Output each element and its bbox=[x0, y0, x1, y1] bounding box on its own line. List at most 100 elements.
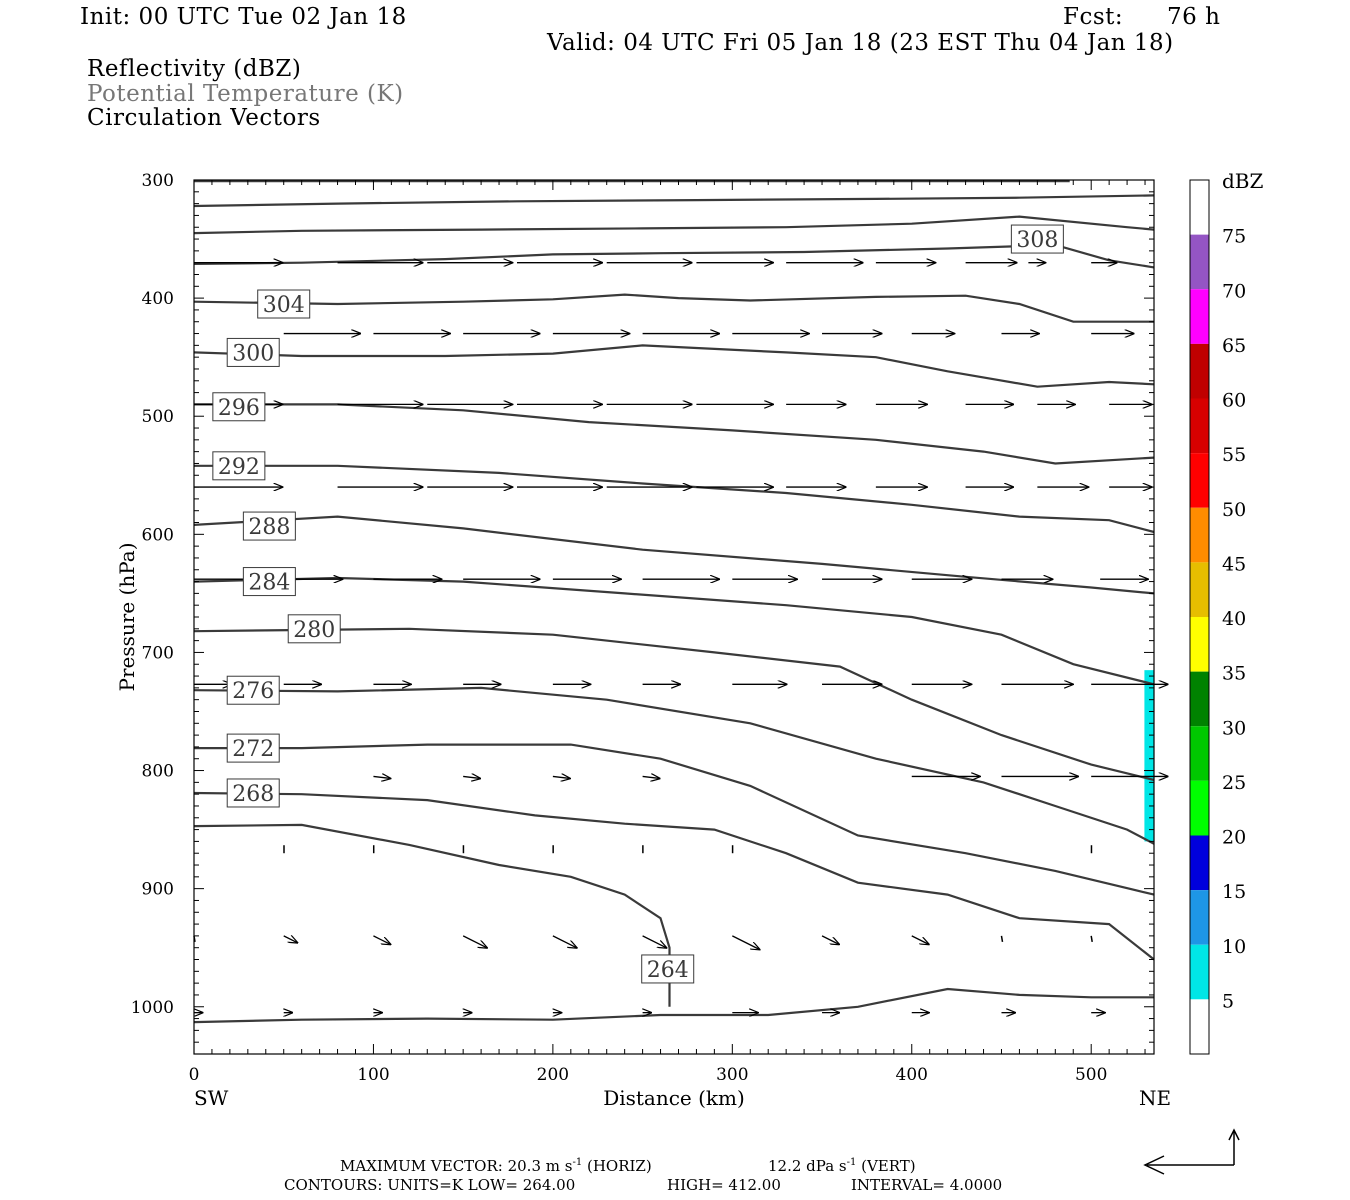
colorbar-label: 15 bbox=[1222, 881, 1246, 903]
reference-vector-icon bbox=[1143, 1128, 1240, 1175]
theta-contour-268 bbox=[193, 791, 1155, 961]
contour-label-304: 304 bbox=[257, 289, 311, 319]
circulation-vector bbox=[642, 776, 660, 778]
colorbar-segment bbox=[1190, 944, 1209, 1000]
colorbar-segment bbox=[1190, 343, 1209, 399]
colorbar-label: 75 bbox=[1222, 226, 1246, 248]
colorbar-label: 35 bbox=[1222, 663, 1246, 685]
contour-label-292: 292 bbox=[212, 451, 266, 481]
contour-label-box bbox=[242, 511, 296, 541]
contour-label-308: 308 bbox=[1010, 224, 1064, 254]
colorbar-segment bbox=[1190, 671, 1209, 727]
colorbar-segment bbox=[1190, 890, 1209, 945]
colorbar-label: 50 bbox=[1222, 499, 1246, 521]
y-tick-label: 1000 bbox=[131, 998, 174, 1018]
contour-label-264: 264 bbox=[641, 954, 695, 984]
contour-label-284: 284 bbox=[242, 567, 296, 597]
circulation-vector-layer bbox=[193, 263, 1168, 1013]
contour-label-text: 264 bbox=[647, 958, 689, 983]
circulation-vector bbox=[373, 935, 390, 945]
contour-info-high: HIGH= 412.00 bbox=[667, 1176, 781, 1194]
theta-contour-300 bbox=[193, 344, 1155, 388]
contour-label-box bbox=[212, 392, 266, 422]
colorbar-segment bbox=[1190, 562, 1209, 617]
contour-label-text: 268 bbox=[232, 782, 274, 807]
dbz-colorbar: 5 10 15 20 25 30 35 40 45 50 55 60 65 70 75 bbox=[1189, 179, 1246, 1055]
colorbar-label: 60 bbox=[1222, 390, 1246, 412]
forecast-hour: 76 h bbox=[1167, 4, 1221, 30]
contour-info-interval: INTERVAL= 4.0000 bbox=[851, 1176, 1003, 1194]
circulation-vector bbox=[373, 776, 390, 778]
contour-label-text: 284 bbox=[248, 571, 290, 596]
y-tick-label: 800 bbox=[142, 762, 174, 782]
colorbar-segment bbox=[1190, 180, 1209, 235]
circulation-vector bbox=[463, 776, 480, 778]
contour-label-272: 272 bbox=[226, 733, 280, 763]
theta-contour-304 bbox=[193, 293, 1154, 323]
theta-contour-1 bbox=[193, 194, 1155, 208]
y-tick-labels: 300 400 500 600 700 800 900 1000 bbox=[131, 171, 174, 1018]
theta-contour-276 bbox=[193, 686, 1155, 845]
contour-label-276: 276 bbox=[226, 675, 280, 705]
colorbar-title: dBZ bbox=[1222, 169, 1264, 193]
circulation-vector bbox=[821, 935, 839, 945]
contour-label-text: 292 bbox=[218, 455, 260, 480]
forecast-label: Fcst: bbox=[1063, 4, 1124, 30]
colorbar-segment bbox=[1190, 453, 1209, 508]
init-time: Init: 00 UTC Tue 02 Jan 18 bbox=[80, 4, 407, 30]
colorbar-segment bbox=[1190, 780, 1209, 836]
circulation-vector bbox=[462, 935, 487, 948]
theta-contour-272 bbox=[194, 743, 1155, 896]
theta-contour-296 bbox=[194, 403, 1155, 465]
x-tick-label: 0 bbox=[189, 1065, 200, 1085]
contour-label-text: 304 bbox=[263, 293, 305, 318]
max-vector-horiz: MAXIMUM VECTOR: 20.3 m s-1 (HORIZ) bbox=[340, 1157, 652, 1175]
colorbar-segment bbox=[1190, 835, 1209, 891]
theta-contour-308 bbox=[193, 243, 1155, 269]
endpoint-ne: NE bbox=[1139, 1086, 1171, 1110]
y-tick-label: 300 bbox=[142, 171, 174, 191]
contour-label-box bbox=[226, 778, 280, 808]
contour-label-300: 300 bbox=[226, 337, 280, 367]
colorbar-label: 40 bbox=[1222, 608, 1246, 630]
endpoint-sw: SW bbox=[194, 1086, 229, 1110]
contour-label-box bbox=[226, 337, 280, 367]
circulation-vector bbox=[552, 776, 570, 778]
theta-contour-264 bbox=[193, 823, 671, 1007]
colorbar-segment bbox=[1190, 507, 1209, 563]
x-tick-label: 200 bbox=[537, 1065, 569, 1085]
theta-contour-292 bbox=[194, 464, 1155, 534]
reflectivity-layer bbox=[1144, 670, 1154, 842]
circulation-vector bbox=[1090, 935, 1093, 943]
colorbar-label: 10 bbox=[1222, 936, 1246, 958]
colorbar-segment bbox=[1190, 289, 1209, 344]
circulation-vector bbox=[732, 935, 759, 950]
y-tick-label: 700 bbox=[142, 643, 174, 663]
x-tick-label: 300 bbox=[716, 1065, 748, 1085]
circulation-vector bbox=[1000, 935, 1004, 943]
contour-label-box bbox=[287, 614, 341, 644]
axis-tick-layer bbox=[193, 179, 1154, 1055]
contour-label-296: 296 bbox=[212, 392, 266, 422]
circulation-vector bbox=[283, 936, 298, 943]
contour-label-text: 308 bbox=[1016, 228, 1058, 253]
colorbar-label: 45 bbox=[1222, 553, 1246, 575]
colorbar-segment bbox=[1190, 398, 1209, 454]
x-tick-label: 100 bbox=[357, 1065, 389, 1085]
x-tick-label: 500 bbox=[1075, 1065, 1107, 1085]
colorbar-label: 55 bbox=[1222, 444, 1246, 466]
x-tick-labels: 0 100 200 300 400 500 bbox=[189, 1065, 1108, 1085]
reflectivity-echo bbox=[1144, 670, 1154, 842]
contour-label-text: 288 bbox=[248, 515, 290, 540]
y-tick-label: 900 bbox=[142, 880, 174, 900]
contour-label-268: 268 bbox=[226, 778, 280, 808]
colorbar-label: 20 bbox=[1222, 827, 1246, 849]
y-tick-label: 400 bbox=[142, 289, 174, 309]
contour-label-box bbox=[212, 451, 266, 481]
theta-contour-288 bbox=[193, 515, 1155, 595]
x-axis-label: Distance (km) bbox=[603, 1086, 745, 1110]
contour-label-288: 288 bbox=[242, 511, 296, 541]
x-tick-label: 400 bbox=[896, 1065, 928, 1085]
circulation-vector bbox=[552, 935, 577, 948]
